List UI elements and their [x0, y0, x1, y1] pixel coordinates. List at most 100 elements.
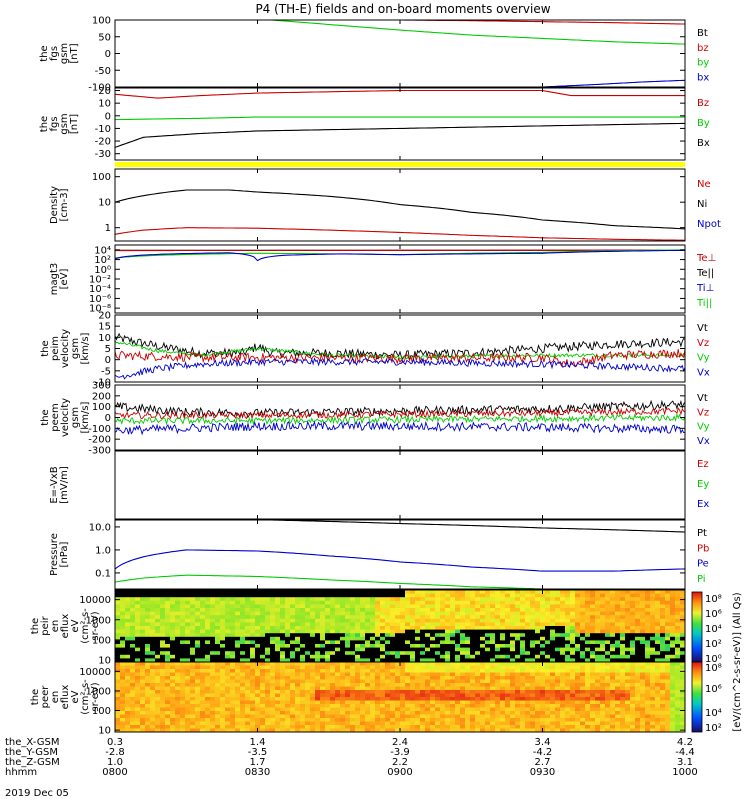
heat-cell: [250, 721, 256, 726]
heat-cell: [665, 662, 671, 667]
heat-cell: [345, 590, 351, 595]
heat-cell: [590, 686, 596, 691]
heat-cell: [520, 629, 526, 634]
heat-cell: [495, 711, 501, 716]
heat-cell: [580, 669, 586, 674]
heat-cell: [125, 679, 131, 684]
heat-cell: [355, 693, 361, 698]
heat-cell: [450, 629, 456, 634]
heat-cell: [200, 721, 206, 726]
heat-cell: [450, 658, 456, 662]
heat-cell: [580, 647, 586, 652]
heat-cell: [410, 693, 416, 698]
heat-cell: [680, 644, 685, 649]
heat-cell: [620, 615, 626, 620]
heat-cell: [565, 608, 571, 613]
heat-cell: [605, 633, 611, 638]
heat-cell: [155, 679, 161, 684]
heat-cell: [350, 593, 356, 598]
heat-cell: [555, 636, 561, 641]
heat-cell: [285, 622, 291, 627]
heat-cell: [315, 629, 321, 634]
heat-cell: [660, 662, 666, 667]
heat-cell: [600, 604, 606, 609]
heat-cell: [195, 611, 201, 616]
heat-cell: [395, 597, 401, 602]
heat-cell: [265, 593, 271, 598]
heat-cell: [295, 662, 301, 667]
heat-cell: [405, 633, 411, 638]
heat-cell: [340, 618, 346, 623]
heat-cell: [615, 690, 621, 695]
heat-cell: [385, 679, 391, 684]
heat-cell: [190, 697, 196, 702]
heat-cell: [310, 721, 316, 726]
legend-entry: Vy: [697, 422, 710, 433]
ytick-label: 300: [92, 381, 111, 392]
heat-cell: [420, 651, 426, 656]
heat-cell: [320, 647, 326, 652]
heat-cell: [340, 711, 346, 716]
heat-cell: [680, 711, 685, 716]
heat-cell: [525, 679, 531, 684]
heat-cell: [120, 651, 126, 656]
heat-cell: [340, 600, 346, 605]
heat-cell: [560, 636, 566, 641]
heat-cell: [380, 676, 386, 681]
heat-cell: [390, 600, 396, 605]
heat-cell: [175, 690, 181, 695]
heat-cell: [365, 629, 371, 634]
heat-cell: [585, 728, 591, 732]
heat-cell: [160, 654, 166, 659]
heat-cell: [175, 707, 181, 712]
heat-cell: [460, 611, 466, 616]
heat-cell: [575, 618, 581, 623]
heat-cell: [400, 721, 406, 726]
heat-cell: [310, 590, 316, 595]
ylabel-p7: [mV/m]: [59, 466, 70, 504]
heat-cell: [670, 707, 676, 712]
heat-cell: [500, 707, 506, 712]
heat-cell: [250, 633, 256, 638]
heat-cell: [275, 707, 281, 712]
heat-cell: [485, 622, 491, 627]
heat-cell: [635, 608, 641, 613]
heat-cell: [555, 690, 561, 695]
heat-cell: [145, 640, 151, 645]
ylabel-p3: [cm-3]: [59, 188, 70, 221]
heat-cell: [300, 669, 306, 674]
ytick-label: 10⁻⁴: [89, 284, 111, 295]
heat-cell: [625, 644, 631, 649]
heat-cell: [555, 629, 561, 634]
heat-cell: [130, 718, 136, 723]
heat-cell: [565, 654, 571, 659]
heat-cell: [630, 669, 636, 674]
heat-cell: [650, 590, 656, 595]
heat-cell: [640, 608, 646, 613]
heat-cell: [610, 665, 616, 670]
heat-cell: [570, 644, 576, 649]
heat-cell: [475, 626, 481, 631]
heat-cell: [260, 690, 266, 695]
heat-cell: [505, 590, 511, 595]
heat-cell: [390, 693, 396, 698]
heat-cell: [195, 604, 201, 609]
heat-cell: [205, 662, 211, 667]
heat-cell: [230, 707, 236, 712]
heat-cell: [455, 662, 461, 667]
heat-cell: [410, 728, 416, 732]
legend-entry: Pi: [697, 574, 706, 585]
heat-cell: [245, 604, 251, 609]
heat-cell: [580, 600, 586, 605]
heat-cell: [185, 651, 191, 656]
heat-cell: [670, 690, 676, 695]
heat-cell: [270, 615, 276, 620]
heat-cell: [615, 697, 621, 702]
heat-cell: [185, 697, 191, 702]
heat-cell: [490, 604, 496, 609]
heat-cell: [600, 629, 606, 634]
heat-cell: [405, 718, 411, 723]
heat-cell: [590, 622, 596, 627]
heat-cell: [520, 662, 526, 667]
